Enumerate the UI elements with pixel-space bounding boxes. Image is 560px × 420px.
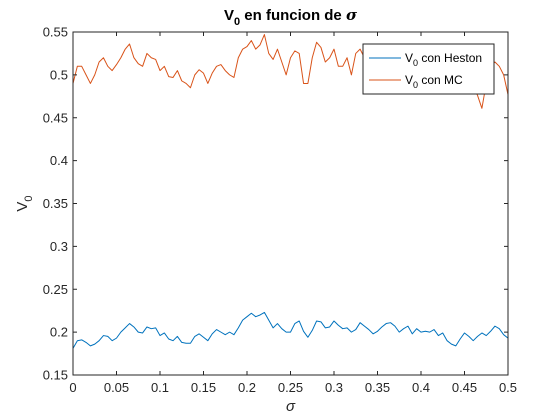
x-tick-label: 0.05 — [104, 380, 129, 395]
legend-label-heston-rest: con Heston — [418, 51, 482, 65]
y-axis-label: V0 — [14, 195, 35, 211]
legend-label-mc-subscript: 0 — [413, 80, 418, 90]
series-line-heston — [73, 311, 508, 349]
x-tick-label: 0.4 — [412, 380, 430, 395]
x-tick-label: 0.25 — [278, 380, 303, 395]
legend: V0 con Heston V0 con MC — [362, 43, 495, 95]
x-tick-label: 0 — [69, 380, 76, 395]
chart-title: V0 en funcion de σ — [224, 6, 358, 28]
x-tick-label: 0.15 — [191, 380, 216, 395]
title-rest: en funcion de — [240, 7, 346, 24]
x-tick-label: 0.1 — [151, 380, 169, 395]
y-tick-label: 0.25 — [43, 282, 68, 297]
legend-box — [362, 43, 495, 95]
y-axis-label-main: V — [14, 202, 31, 212]
x-tick-label: 0.45 — [452, 380, 477, 395]
legend-label-mc: V0 con MC — [405, 73, 463, 90]
y-tick-label: 0.3 — [50, 239, 68, 254]
legend-label-heston-subscript: 0 — [413, 58, 418, 68]
y-tick-label: 0.45 — [43, 110, 68, 125]
title-main: V — [224, 7, 234, 24]
tick-layer: 0 0.05 0.1 0.15 0.2 0.25 0.3 0.35 0.4 0.45 0.5 0.15… — [43, 25, 517, 396]
legend-label-mc-rest: con MC — [418, 73, 463, 87]
x-tick-label: 0.35 — [365, 380, 390, 395]
y-tick-label: 0.4 — [50, 153, 68, 168]
x-tick-label: 0.2 — [238, 380, 256, 395]
y-tick-label: 0.35 — [43, 196, 68, 211]
y-axis-label-subscript: 0 — [23, 195, 35, 201]
legend-label-heston-main: V — [405, 51, 413, 65]
y-tick-label: 0.15 — [43, 368, 68, 383]
y-tick-label: 0.55 — [43, 25, 68, 40]
title-subscript: 0 — [234, 16, 240, 28]
y-tick-label: 0.2 — [50, 325, 68, 340]
x-tick-label: 0.3 — [325, 380, 343, 395]
title-symbol: σ — [346, 6, 358, 24]
legend-label-heston: V0 con Heston — [405, 51, 482, 68]
x-tick-label: 0.5 — [499, 380, 517, 395]
x-axis-label: σ — [286, 398, 296, 415]
legend-label-mc-main: V — [405, 73, 413, 87]
y-tick-label: 0.5 — [50, 67, 68, 82]
